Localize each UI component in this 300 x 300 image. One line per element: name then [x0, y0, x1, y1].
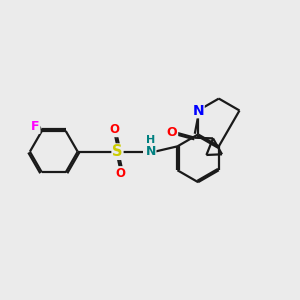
Text: N: N — [146, 145, 156, 158]
Text: O: O — [110, 123, 120, 136]
Text: O: O — [167, 126, 177, 139]
Text: F: F — [31, 120, 40, 133]
Text: N: N — [192, 103, 204, 118]
Text: S: S — [112, 144, 123, 159]
Text: H: H — [146, 135, 155, 145]
Text: O: O — [115, 167, 125, 180]
